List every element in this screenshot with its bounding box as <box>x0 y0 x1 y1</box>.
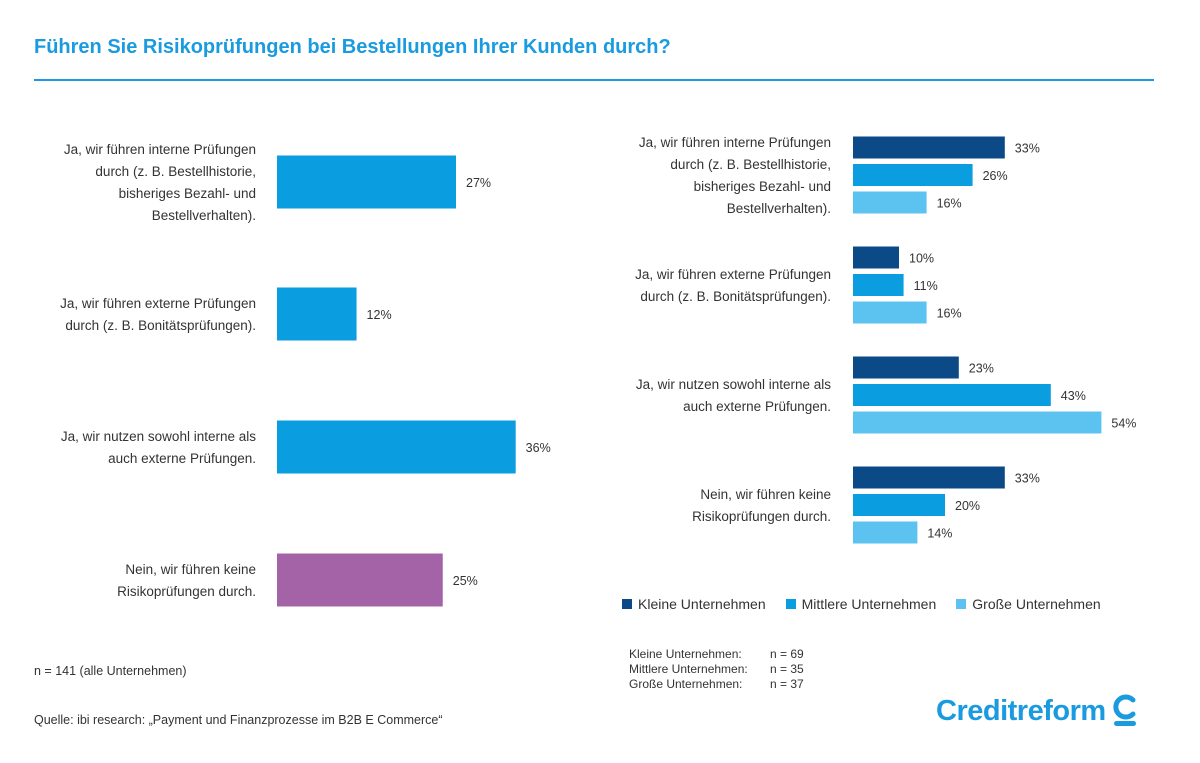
sample-size-label: Kleine Unternehmen: <box>629 647 742 661</box>
value-label: 36% <box>526 441 551 455</box>
sample-size-label: Große Unternehmen: <box>629 677 743 691</box>
value-label: 54% <box>1111 417 1136 431</box>
bar-kleine <box>853 136 1005 159</box>
legend-label: Kleine Unternehmen <box>638 596 766 612</box>
legend-item: Große Unternehmen <box>956 596 1101 612</box>
legend-swatch <box>622 599 632 609</box>
value-label: 25% <box>453 574 478 588</box>
sample-size-row-mittlere: Mittlere Unternehmen: n = 35 <box>629 662 804 677</box>
value-label: 26% <box>983 169 1008 183</box>
title-divider <box>34 79 1154 81</box>
bar-mittlere <box>853 164 973 186</box>
source-note: Quelle: ibi research: „Payment und Finan… <box>34 713 443 727</box>
value-label: 33% <box>1015 472 1040 486</box>
value-label: 16% <box>937 307 962 321</box>
bar-grosse <box>853 411 1102 434</box>
value-label: 20% <box>955 499 980 513</box>
value-label: 10% <box>909 252 934 266</box>
category-label: Ja, wir führen interne Prüfungen durch (z… <box>639 135 831 216</box>
bar-grosse <box>853 521 918 544</box>
sample-size-row-grosse: Große Unternehmen: n = 37 <box>629 677 804 692</box>
legend-label: Große Unternehmen <box>972 596 1101 612</box>
bar-overall <box>277 287 357 341</box>
sample-size-label: Mittlere Unternehmen: <box>629 662 748 676</box>
sample-size-value: n = 35 <box>770 662 804 676</box>
sample-size-table: Kleine Unternehmen: n = 69 Mittlere Unte… <box>629 647 804 692</box>
legend-label: Mittlere Unternehmen <box>801 596 937 612</box>
category-label: Ja, wir führen externe Prüfungen durch (z… <box>60 296 256 333</box>
legend-item: Kleine Unternehmen <box>622 596 766 612</box>
logo-wordmark: Creditreform <box>936 694 1106 727</box>
value-label: 33% <box>1015 142 1040 156</box>
legend-swatch <box>785 599 796 609</box>
category-label: Nein, wir führen keine Risikoprüfungen du… <box>117 562 256 599</box>
category-label: Ja, wir nutzen sowohl interne als auch ex… <box>636 377 831 414</box>
bar-kleine <box>853 246 899 269</box>
legend-item: Mittlere Unternehmen <box>785 596 937 612</box>
sample-size-value: n = 69 <box>770 647 804 661</box>
legend-swatch <box>956 599 967 609</box>
sample-size-value: n = 37 <box>770 677 804 691</box>
bar-mittlere <box>853 274 904 296</box>
chart-legend: Kleine Unternehmen Mittlere Unternehmen Gr… <box>622 596 1101 612</box>
page-title: Führen Sie Risikoprüfungen bei Bestellun… <box>34 36 671 58</box>
bar-overall <box>277 420 516 474</box>
value-label: 16% <box>937 197 962 211</box>
value-label: 12% <box>367 308 392 322</box>
bar-overall <box>277 155 457 209</box>
bar-overall <box>277 553 443 607</box>
bar-mittlere <box>853 384 1051 406</box>
sample-size-row-kleine: Kleine Unternehmen: n = 69 <box>629 647 804 662</box>
value-label: 14% <box>927 527 952 541</box>
value-label: 11% <box>914 279 938 293</box>
logo-c-icon <box>1113 694 1136 726</box>
bar-grosse <box>853 301 927 324</box>
category-label: Ja, wir nutzen sowohl interne als auch ex… <box>61 429 256 466</box>
bar-kleine <box>853 356 959 379</box>
value-label: 43% <box>1061 389 1086 403</box>
value-label: 27% <box>466 176 491 190</box>
bar-mittlere <box>853 494 945 516</box>
bar-grosse <box>853 191 927 214</box>
category-label: Ja, wir führen externe Prüfungen durch (z… <box>635 267 831 304</box>
sample-size-all: n = 141 (alle Unternehmen) <box>34 664 187 678</box>
bar-kleine <box>853 466 1005 489</box>
creditreform-logo: Creditreform <box>936 694 1138 728</box>
category-label: Ja, wir führen interne Prüfungen durch (z… <box>64 142 256 223</box>
category-label: Nein, wir führen keine Risikoprüfungen du… <box>692 487 831 524</box>
value-label: 23% <box>969 362 994 376</box>
